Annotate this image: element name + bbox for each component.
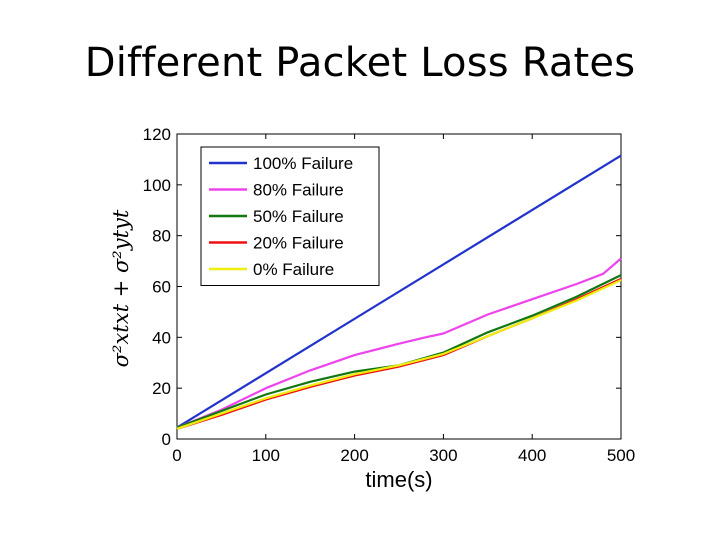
series-layer — [176, 154, 622, 430]
x-axis-title: time(s) — [365, 467, 432, 492]
legend-label-5: 0% Failure — [253, 260, 334, 279]
y-tick-label: 40 — [152, 328, 171, 347]
legend-label-1: 100% Failure — [253, 154, 353, 173]
x-tick-label: 200 — [340, 446, 368, 465]
y-tick-label: 20 — [152, 379, 171, 398]
x-tick-label: 500 — [607, 446, 635, 465]
legend: 100% Failure 80% Failure 50% Failure 20% Fa… — [200, 146, 380, 286]
x-tick-label: 0 — [172, 446, 181, 465]
y-tick-label: 60 — [152, 278, 171, 297]
series-line-2 — [176, 257, 622, 429]
y-tick-label: 120 — [143, 125, 171, 144]
series-line-1 — [176, 154, 622, 429]
y-tick-label: 80 — [152, 227, 171, 246]
axes: 0 100 200 300 400 500 0 20 40 60 80 100 120 — [143, 125, 636, 465]
legend-label-4: 20% Failure — [253, 234, 344, 253]
y-axis-title: σ²xtxt + σ²ytyt — [109, 209, 133, 367]
x-tick-label: 100 — [252, 446, 280, 465]
y-tick-label: 0 — [162, 430, 171, 449]
legend-label-2: 80% Failure — [253, 181, 344, 200]
x-tick-label: 300 — [429, 446, 457, 465]
y-tick-label: 100 — [143, 176, 171, 195]
series-line-5 — [176, 279, 622, 430]
legend-label-3: 50% Failure — [253, 207, 344, 226]
x-tick-label: 400 — [518, 446, 546, 465]
slide-title: Different Packet Loss Rates — [84, 40, 636, 86]
y-axis-title-text: σ²xtxt + σ²ytyt — [109, 209, 133, 367]
